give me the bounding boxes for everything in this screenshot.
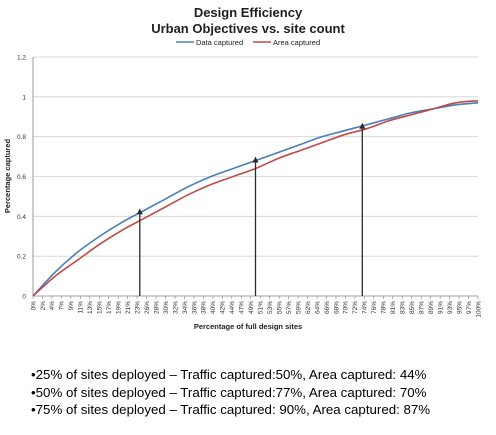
x-tick-label: 2% (40, 301, 47, 311)
x-tick-label: 40% (210, 301, 217, 314)
x-tick-label: 9% (68, 301, 75, 311)
bullet-25-percent: •25% of sites deployed – Traffic capture… (31, 367, 427, 382)
x-tick-label: 30% (163, 301, 170, 314)
x-tick-label: 81% (390, 301, 397, 314)
x-tick-label: 59% (295, 301, 302, 314)
x-tick-label: 4% (49, 301, 56, 311)
annotation-arrow (252, 156, 259, 296)
x-tick-label: 64% (314, 301, 321, 314)
x-tick-label: 0% (30, 301, 37, 311)
y-tick-label: 0.6 (17, 174, 26, 181)
x-tick-label: 19% (116, 301, 123, 314)
x-tick-label: 7% (59, 301, 66, 311)
x-tick-label: 62% (305, 301, 312, 314)
legend: Data captured Area captured (176, 38, 320, 47)
annotation-arrows (136, 122, 366, 296)
y-tick-label: 0 (22, 294, 26, 301)
x-tick-label: 87% (418, 301, 425, 314)
x-tick-label: 70% (343, 301, 350, 314)
bullet-50-percent: •50% of sites deployed – Traffic capture… (31, 384, 427, 400)
x-tick-label: 38% (201, 301, 208, 314)
design-efficiency-chart: Design Efficiency Urban Objectives vs. s… (3, 5, 482, 331)
x-tick-label: 78% (381, 301, 388, 314)
x-tick-label: 13% (87, 301, 94, 314)
x-tick-label: 95% (456, 301, 463, 314)
x-tick-labels: 0% 2% 4% 7% 9% 11% 13% 15% 17% 19% 21% 23% 26% 28% 30%… (30, 301, 482, 318)
x-tick-label: 11% (78, 301, 85, 314)
x-tick-label: 32% (172, 301, 179, 314)
annotation-arrow (136, 208, 143, 296)
y-tick-label: 1 (22, 94, 26, 101)
legend-label-data: Data captured (196, 38, 243, 47)
chart-title: Design Efficiency (194, 5, 303, 20)
x-tick-label: 55% (276, 301, 283, 314)
x-axis-title: Percentage of full design sites (194, 322, 302, 331)
x-tick-label: 93% (447, 301, 454, 314)
x-tick-label: 49% (248, 301, 255, 314)
legend-label-area: Area captured (273, 38, 320, 47)
x-tick-label: 23% (134, 301, 141, 314)
x-tick-label: 36% (191, 301, 198, 314)
x-tick-label: 66% (324, 301, 331, 314)
x-tick-label: 91% (437, 301, 444, 314)
y-tick-label: 0.8 (17, 134, 26, 141)
y-tick-label: 1.2 (17, 55, 26, 62)
y-tick-labels: 0 0.2 0.4 0.6 0.8 1 1.2 (17, 55, 26, 301)
x-tick-label: 72% (352, 301, 359, 314)
x-tick-label: 53% (267, 301, 274, 314)
y-axis-title: Percentage captured (3, 138, 12, 213)
summary-bullets: •25% of sites deployed – Traffic capture… (31, 366, 491, 419)
x-tick-label: 21% (125, 301, 132, 314)
x-tick-label: 26% (144, 301, 151, 314)
annotation-arrow (359, 122, 366, 296)
x-tick-label: 76% (371, 301, 378, 314)
y-tick-label: 0.2 (17, 254, 26, 261)
x-tick-label: 15% (97, 301, 104, 314)
x-tick-label: 42% (220, 301, 227, 314)
bullet-75-percent: •75% of sites deployed – Traffic capture… (31, 402, 431, 417)
x-tick-label: 85% (409, 301, 416, 314)
x-tick-label: 57% (286, 301, 293, 314)
x-tick-label: 68% (333, 301, 340, 314)
x-tick-label: 47% (239, 301, 246, 314)
x-tick-label: 17% (106, 301, 113, 314)
chart-subtitle: Urban Objectives vs. site count (151, 21, 345, 36)
x-tick-label: 100% (475, 301, 482, 318)
x-tick-label: 34% (182, 301, 189, 314)
x-tick-label: 44% (229, 301, 236, 314)
x-tick-label: 83% (400, 301, 407, 314)
x-tick-label: 28% (153, 301, 160, 314)
y-tick-label: 0.4 (17, 214, 26, 221)
x-tick-label: 51% (258, 301, 265, 314)
x-tick-label: 97% (466, 301, 473, 314)
x-tick-label: 74% (362, 301, 369, 314)
x-tick-label: 89% (428, 301, 435, 314)
